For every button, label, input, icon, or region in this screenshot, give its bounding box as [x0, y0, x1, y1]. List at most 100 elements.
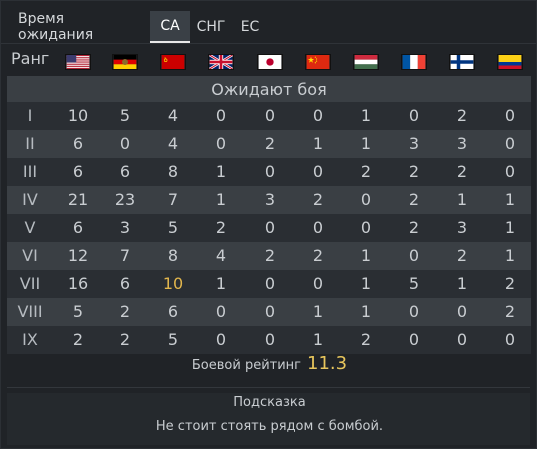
count-cell: 1	[360, 274, 372, 293]
count-cell: 1	[360, 106, 372, 125]
count-cell: 0	[215, 134, 227, 153]
count-cell: 0	[119, 134, 131, 153]
count-cell: 1	[504, 218, 516, 237]
count-cell: 1	[456, 190, 468, 209]
table-row: I 10 5 4 0 0 0 1 0 2 0	[7, 102, 531, 130]
count-cell: 1	[456, 274, 468, 293]
hint-text: Не стоит стоять рядом с бомбой.	[155, 419, 384, 434]
count-cell: 5	[167, 330, 179, 349]
count-cell: 3	[119, 218, 131, 237]
count-cell: 0	[264, 218, 276, 237]
count-cell: 0	[504, 162, 516, 181]
count-cell: 2	[360, 162, 372, 181]
count-cell: 6	[119, 162, 131, 181]
count-cell: 4	[215, 246, 227, 265]
table-row: V 6 3 5 2 0 0 0 2 3 1	[7, 214, 531, 242]
count-cell: 2	[264, 134, 276, 153]
count-cell: 0	[408, 106, 420, 125]
gdr-flag	[112, 54, 138, 70]
count-cell: 0	[312, 274, 324, 293]
count-cell: 0	[264, 302, 276, 321]
count-cell: 3	[456, 218, 468, 237]
count-cell: 7	[167, 190, 179, 209]
count-cell: 0	[360, 190, 372, 209]
count-cell: 3	[264, 190, 276, 209]
count-cell: 2	[504, 274, 516, 293]
count-cell: 0	[456, 302, 468, 321]
count-cell: 4	[167, 134, 179, 153]
count-cell: 2	[456, 162, 468, 181]
tab-bar: Время ожидания СА СНГ ЕС	[7, 11, 268, 43]
count-cell: 0	[408, 246, 420, 265]
table-row: III 6 6 8 1 0 0 2 2 2 0	[7, 158, 531, 186]
count-cell: 0	[504, 134, 516, 153]
count-cell: 0	[264, 162, 276, 181]
count-cell: 8	[167, 246, 179, 265]
count-cell: 5	[119, 106, 131, 125]
colombia-flag	[497, 54, 523, 70]
china-flag	[305, 54, 331, 70]
rank-cell: VI	[22, 246, 38, 265]
hint-title: Подсказка	[233, 395, 306, 410]
count-cell: 8	[167, 162, 179, 181]
count-cell: 3	[408, 134, 420, 153]
rank-cell: IX	[22, 330, 38, 349]
count-cell: 4	[167, 106, 179, 125]
count-cell: 0	[408, 302, 420, 321]
tab-divider	[1, 43, 536, 44]
france-flag	[401, 54, 427, 70]
count-cell: 2	[408, 218, 420, 237]
rank-cell: II	[25, 134, 35, 153]
finland-flag	[449, 54, 475, 70]
rank-cell: VII	[19, 274, 41, 293]
hint-box	[7, 393, 530, 445]
usa-flag	[65, 54, 91, 70]
table-row: VIII 5 2 6 0 0 1 1 0 0 2	[7, 298, 531, 326]
count-cell: 0	[312, 106, 324, 125]
count-cell: 7	[119, 246, 131, 265]
count-cell: 2	[264, 246, 276, 265]
count-cell: 1	[215, 274, 227, 293]
hungary-flag	[353, 54, 379, 70]
count-cell: 16	[67, 274, 89, 293]
count-cell: 0	[504, 330, 516, 349]
count-cell: 12	[67, 246, 89, 265]
count-cell: 2	[408, 162, 420, 181]
count-cell: 6	[72, 162, 84, 181]
ussr-flag	[160, 54, 186, 70]
count-cell: 2	[456, 106, 468, 125]
count-cell: 0	[264, 274, 276, 293]
count-cell: 3	[456, 134, 468, 153]
hint-divider	[7, 387, 530, 388]
waiting-banner: Ожидают боя	[7, 76, 531, 102]
rank-cell: III	[22, 162, 38, 181]
rank-cell: I	[27, 106, 33, 125]
count-cell: 23	[114, 190, 136, 209]
tab-na[interactable]: СА	[150, 11, 190, 43]
count-cell: 1	[360, 246, 372, 265]
table-row: VII 16 6 10 1 0 0 1 5 1 2	[7, 270, 531, 298]
tab-wait-time[interactable]: Время ожидания	[18, 11, 94, 43]
table-row: II 6 0 4 0 2 1 1 3 3 0	[7, 130, 531, 158]
count-cell: 10	[162, 274, 184, 293]
uk-flag	[208, 54, 234, 70]
count-cell: 6	[72, 218, 84, 237]
count-cell: 6	[72, 134, 84, 153]
tab-eu[interactable]: ЕС	[240, 19, 260, 35]
count-cell: 2	[408, 190, 420, 209]
rank-cell: IV	[22, 190, 38, 209]
count-cell: 1	[312, 302, 324, 321]
count-cell: 0	[408, 330, 420, 349]
rank-cell: VIII	[17, 302, 43, 321]
count-cell: 2	[119, 302, 131, 321]
count-cell: 6	[119, 274, 131, 293]
count-cell: 0	[456, 330, 468, 349]
queue-table: Ожидают боя I 10 5 4 0 0 0 1 0 2 0 II 6 0 4 0 2 1 1 3 3 0 III 6…	[7, 76, 531, 354]
count-cell: 0	[215, 302, 227, 321]
tab-cis[interactable]: СНГ	[196, 19, 226, 35]
table-row: VI 12 7 8 4 2 2 1 0 2 1	[7, 242, 531, 270]
count-cell: 0	[215, 106, 227, 125]
count-cell: 1	[312, 330, 324, 349]
count-cell: 2	[72, 330, 84, 349]
